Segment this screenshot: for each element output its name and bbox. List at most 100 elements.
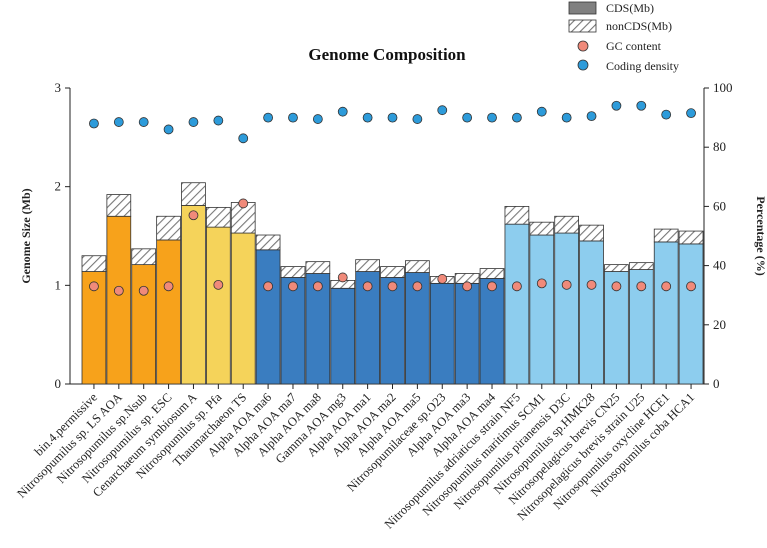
bar-cds: [106, 215, 132, 385]
bar-noncds: [604, 264, 629, 272]
y2-axis-title: Percentage (%): [754, 196, 767, 275]
point-coding-density: [512, 112, 522, 123]
legend-marker-coding-density: [577, 59, 589, 71]
point-gc-content: [412, 281, 423, 292]
y2-tick-label: 80: [713, 139, 726, 154]
bar-noncds: [405, 260, 430, 273]
point-coding-density: [636, 100, 647, 111]
chart-title: Genome Composition: [308, 45, 466, 64]
point-coding-density: [337, 106, 348, 117]
point-coding-density: [263, 112, 274, 123]
point-gc-content: [288, 281, 298, 292]
point-coding-density: [163, 124, 174, 135]
point-gc-content: [611, 281, 622, 292]
bar-cds: [429, 282, 455, 385]
bar-noncds: [205, 206, 231, 228]
y-tick-label: 1: [55, 277, 62, 292]
point-coding-density: [686, 108, 696, 119]
point-gc-content: [536, 278, 547, 289]
bar-noncds: [554, 215, 579, 234]
point-coding-density: [462, 112, 473, 123]
bar-cds: [653, 241, 679, 385]
point-coding-density: [213, 115, 224, 126]
bar-cds: [230, 232, 256, 385]
legend-label-noncds: nonCDS(Mb): [606, 19, 672, 33]
bar-noncds: [653, 228, 679, 243]
bar-noncds: [131, 248, 157, 266]
bar-noncds: [529, 221, 555, 236]
legend-label-gc: GC content: [606, 39, 662, 53]
bar-cds: [156, 239, 181, 385]
bar-noncds: [479, 268, 505, 279]
point-gc-content: [512, 281, 522, 292]
y2-tick-label: 60: [713, 198, 726, 213]
point-coding-density: [611, 100, 622, 111]
legend: CDS(Mb) nonCDS(Mb) GC content Coding den…: [568, 1, 679, 73]
legend-swatch-noncds: [568, 19, 597, 33]
bar-cds: [131, 264, 157, 385]
y-tick-label: 0: [55, 376, 62, 391]
bar-cds: [554, 232, 579, 385]
point-gc-content: [213, 279, 224, 290]
point-gc-content: [163, 281, 174, 292]
point-coding-density: [312, 114, 323, 124]
point-coding-density: [113, 117, 124, 127]
bar-cds: [579, 240, 604, 385]
point-coding-density: [661, 109, 672, 120]
point-coding-density: [412, 114, 423, 124]
bar-cds: [479, 278, 505, 385]
bar-cds: [255, 249, 281, 385]
bar-cds: [380, 277, 405, 385]
point-gc-content: [437, 274, 448, 284]
point-gc-content: [312, 281, 323, 292]
point-gc-content: [636, 281, 647, 292]
point-coding-density: [437, 105, 448, 116]
point-gc-content: [263, 281, 274, 292]
point-gc-content: [561, 279, 572, 290]
bar-noncds: [255, 234, 281, 251]
point-gc-content: [487, 281, 497, 292]
bar-noncds: [380, 266, 405, 278]
point-gc-content: [686, 281, 696, 292]
bar-cds: [454, 282, 480, 385]
point-coding-density: [288, 112, 298, 123]
legend-swatch-cds: [568, 1, 597, 15]
bar-noncds: [280, 266, 306, 278]
bar-noncds: [355, 259, 380, 272]
bar-cds: [205, 226, 231, 385]
point-coding-density: [238, 133, 249, 144]
point-gc-content: [238, 198, 249, 209]
bar-cds: [330, 287, 356, 385]
y-tick-label: 2: [55, 179, 62, 194]
point-coding-density: [586, 111, 597, 122]
point-gc-content: [337, 272, 348, 283]
bar-noncds: [156, 215, 181, 241]
bar-noncds: [181, 182, 206, 206]
point-gc-content: [89, 281, 99, 292]
point-gc-content: [362, 281, 373, 292]
legend-label-cds: CDS(Mb): [606, 1, 654, 15]
y-tick-label: 3: [55, 80, 62, 95]
bar-noncds: [305, 261, 331, 274]
bar-cds: [181, 205, 206, 385]
y2-tick-label: 100: [713, 80, 733, 95]
bar-noncds: [81, 255, 107, 272]
bar-noncds: [678, 230, 704, 245]
point-gc-content: [387, 281, 398, 292]
point-gc-content: [462, 281, 473, 292]
bar-noncds: [579, 224, 604, 242]
point-coding-density: [138, 117, 149, 127]
point-coding-density: [561, 112, 572, 123]
point-coding-density: [536, 106, 547, 117]
point-gc-content: [188, 210, 199, 221]
point-coding-density: [188, 117, 199, 127]
legend-marker-gc: [577, 40, 589, 52]
point-coding-density: [89, 118, 99, 129]
bar-noncds: [504, 205, 530, 225]
point-gc-content: [113, 285, 124, 296]
point-coding-density: [387, 112, 398, 123]
y2-tick-label: 0: [713, 376, 720, 391]
point-coding-density: [362, 112, 373, 123]
bar-cds: [280, 277, 306, 385]
